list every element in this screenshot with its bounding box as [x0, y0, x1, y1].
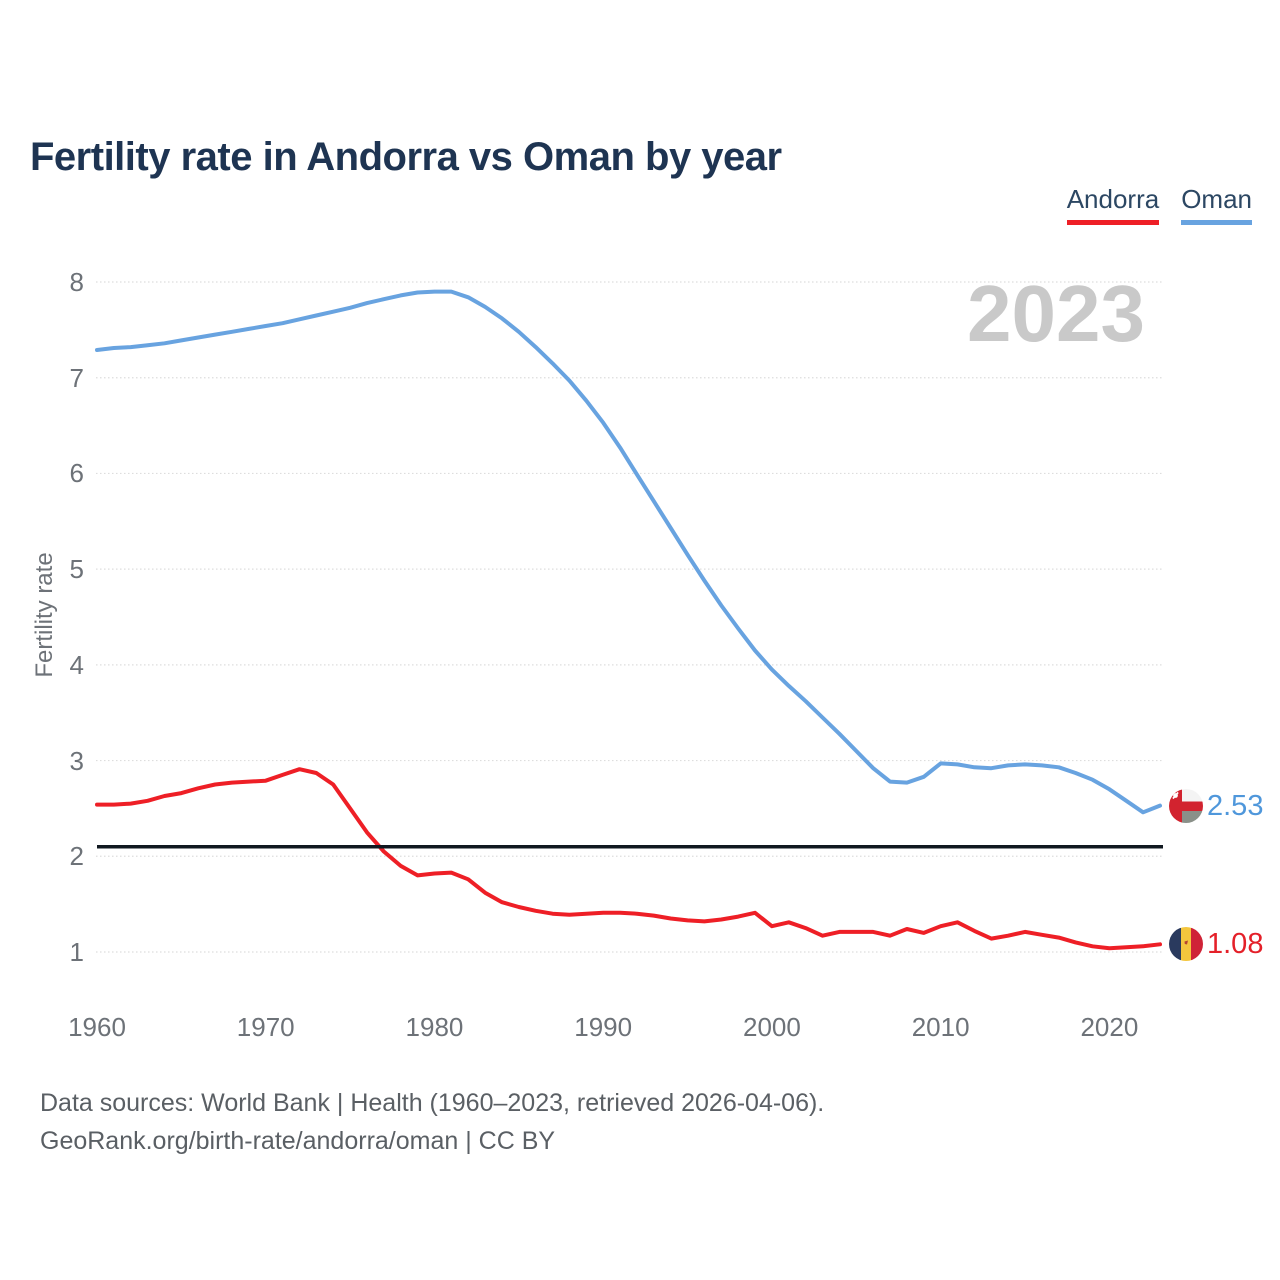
- andorra-flag-icon: [1169, 927, 1203, 962]
- oman-end-value: 2.53: [1207, 789, 1264, 822]
- x-tick-label: 2010: [911, 1012, 970, 1042]
- y-tick-label: 6: [69, 458, 84, 489]
- source-attribution: Data sources: World Bank | Health (1960–…: [40, 1084, 824, 1160]
- page-title: Fertility rate in Andorra vs Oman by yea…: [30, 134, 782, 179]
- x-tick-label: 2020: [1080, 1012, 1139, 1042]
- legend-item-andorra[interactable]: Andorra: [1066, 184, 1160, 225]
- source-line: Data sources: World Bank | Health (1960–…: [40, 1089, 825, 1117]
- y-tick-label: 7: [69, 362, 84, 393]
- y-tick-label: 4: [69, 649, 84, 680]
- year-watermark: 2023: [967, 269, 1145, 358]
- x-tick-label: 2000: [742, 1012, 801, 1042]
- y-tick-label: 3: [69, 745, 84, 776]
- license-line: GeoRank.org/birth-rate/andorra/oman | CC…: [40, 1127, 556, 1155]
- oman-flag-icon: [1169, 788, 1203, 823]
- y-tick-label: 5: [69, 554, 84, 585]
- legend-item-oman[interactable]: Oman: [1181, 184, 1252, 225]
- andorra-end-value: 1.08: [1207, 928, 1264, 961]
- y-tick-label: 2: [69, 841, 84, 872]
- y-tick-label: 8: [69, 267, 84, 297]
- x-tick-label: 1990: [574, 1012, 633, 1042]
- x-tick-label: 1980: [405, 1012, 464, 1042]
- legend: Andorra Oman: [1066, 184, 1252, 225]
- y-tick-label: 1: [69, 937, 84, 967]
- x-tick-label: 1960: [68, 1012, 126, 1042]
- x-tick-label: 1970: [236, 1012, 295, 1042]
